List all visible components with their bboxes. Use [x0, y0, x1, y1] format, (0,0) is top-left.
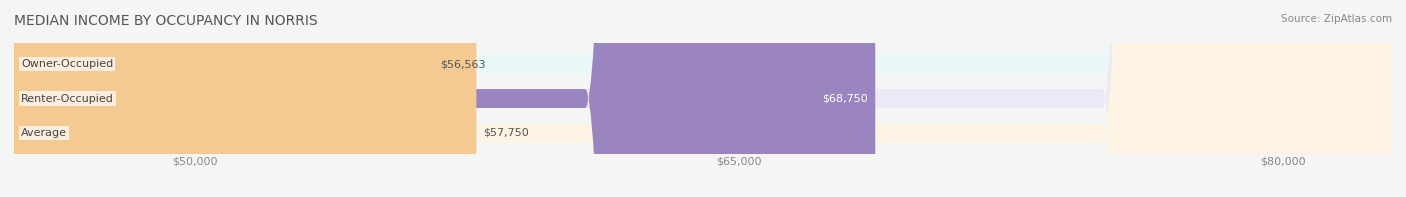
Text: Source: ZipAtlas.com: Source: ZipAtlas.com — [1281, 14, 1392, 24]
FancyBboxPatch shape — [14, 0, 1392, 197]
Text: Average: Average — [21, 128, 67, 138]
Text: Owner-Occupied: Owner-Occupied — [21, 59, 114, 69]
Text: Renter-Occupied: Renter-Occupied — [21, 94, 114, 103]
Text: $57,750: $57,750 — [484, 128, 529, 138]
Text: MEDIAN INCOME BY OCCUPANCY IN NORRIS: MEDIAN INCOME BY OCCUPANCY IN NORRIS — [14, 14, 318, 28]
FancyBboxPatch shape — [14, 0, 876, 197]
Text: $56,563: $56,563 — [440, 59, 485, 69]
Text: $68,750: $68,750 — [823, 94, 869, 103]
FancyBboxPatch shape — [14, 0, 477, 197]
FancyBboxPatch shape — [14, 0, 433, 197]
FancyBboxPatch shape — [14, 0, 1392, 197]
FancyBboxPatch shape — [14, 0, 1392, 197]
